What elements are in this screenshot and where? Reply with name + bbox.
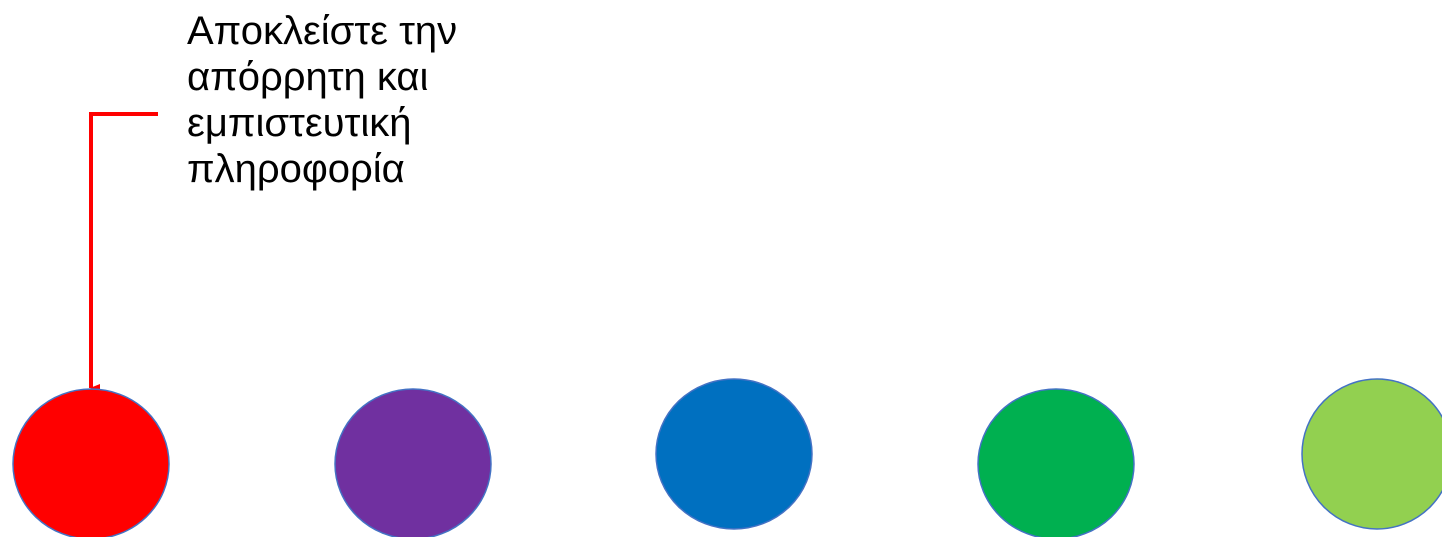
red-circle — [12, 388, 170, 537]
purple-circle — [334, 388, 492, 537]
green-circle — [977, 388, 1135, 537]
callout-connector-arrow — [89, 112, 158, 392]
blue-circle — [655, 378, 813, 530]
callout-line-1: Αποκλείστε την — [187, 9, 458, 53]
light-green-circle — [1301, 378, 1442, 530]
callout-line-2: απόρρητη και — [187, 55, 429, 99]
callout-line-4: πληροφορία — [187, 147, 405, 191]
callout-text: Αποκλείστε την απόρρητη και εμπιστευτική… — [187, 8, 547, 192]
callout-line-3: εμπιστευτική — [187, 101, 412, 145]
